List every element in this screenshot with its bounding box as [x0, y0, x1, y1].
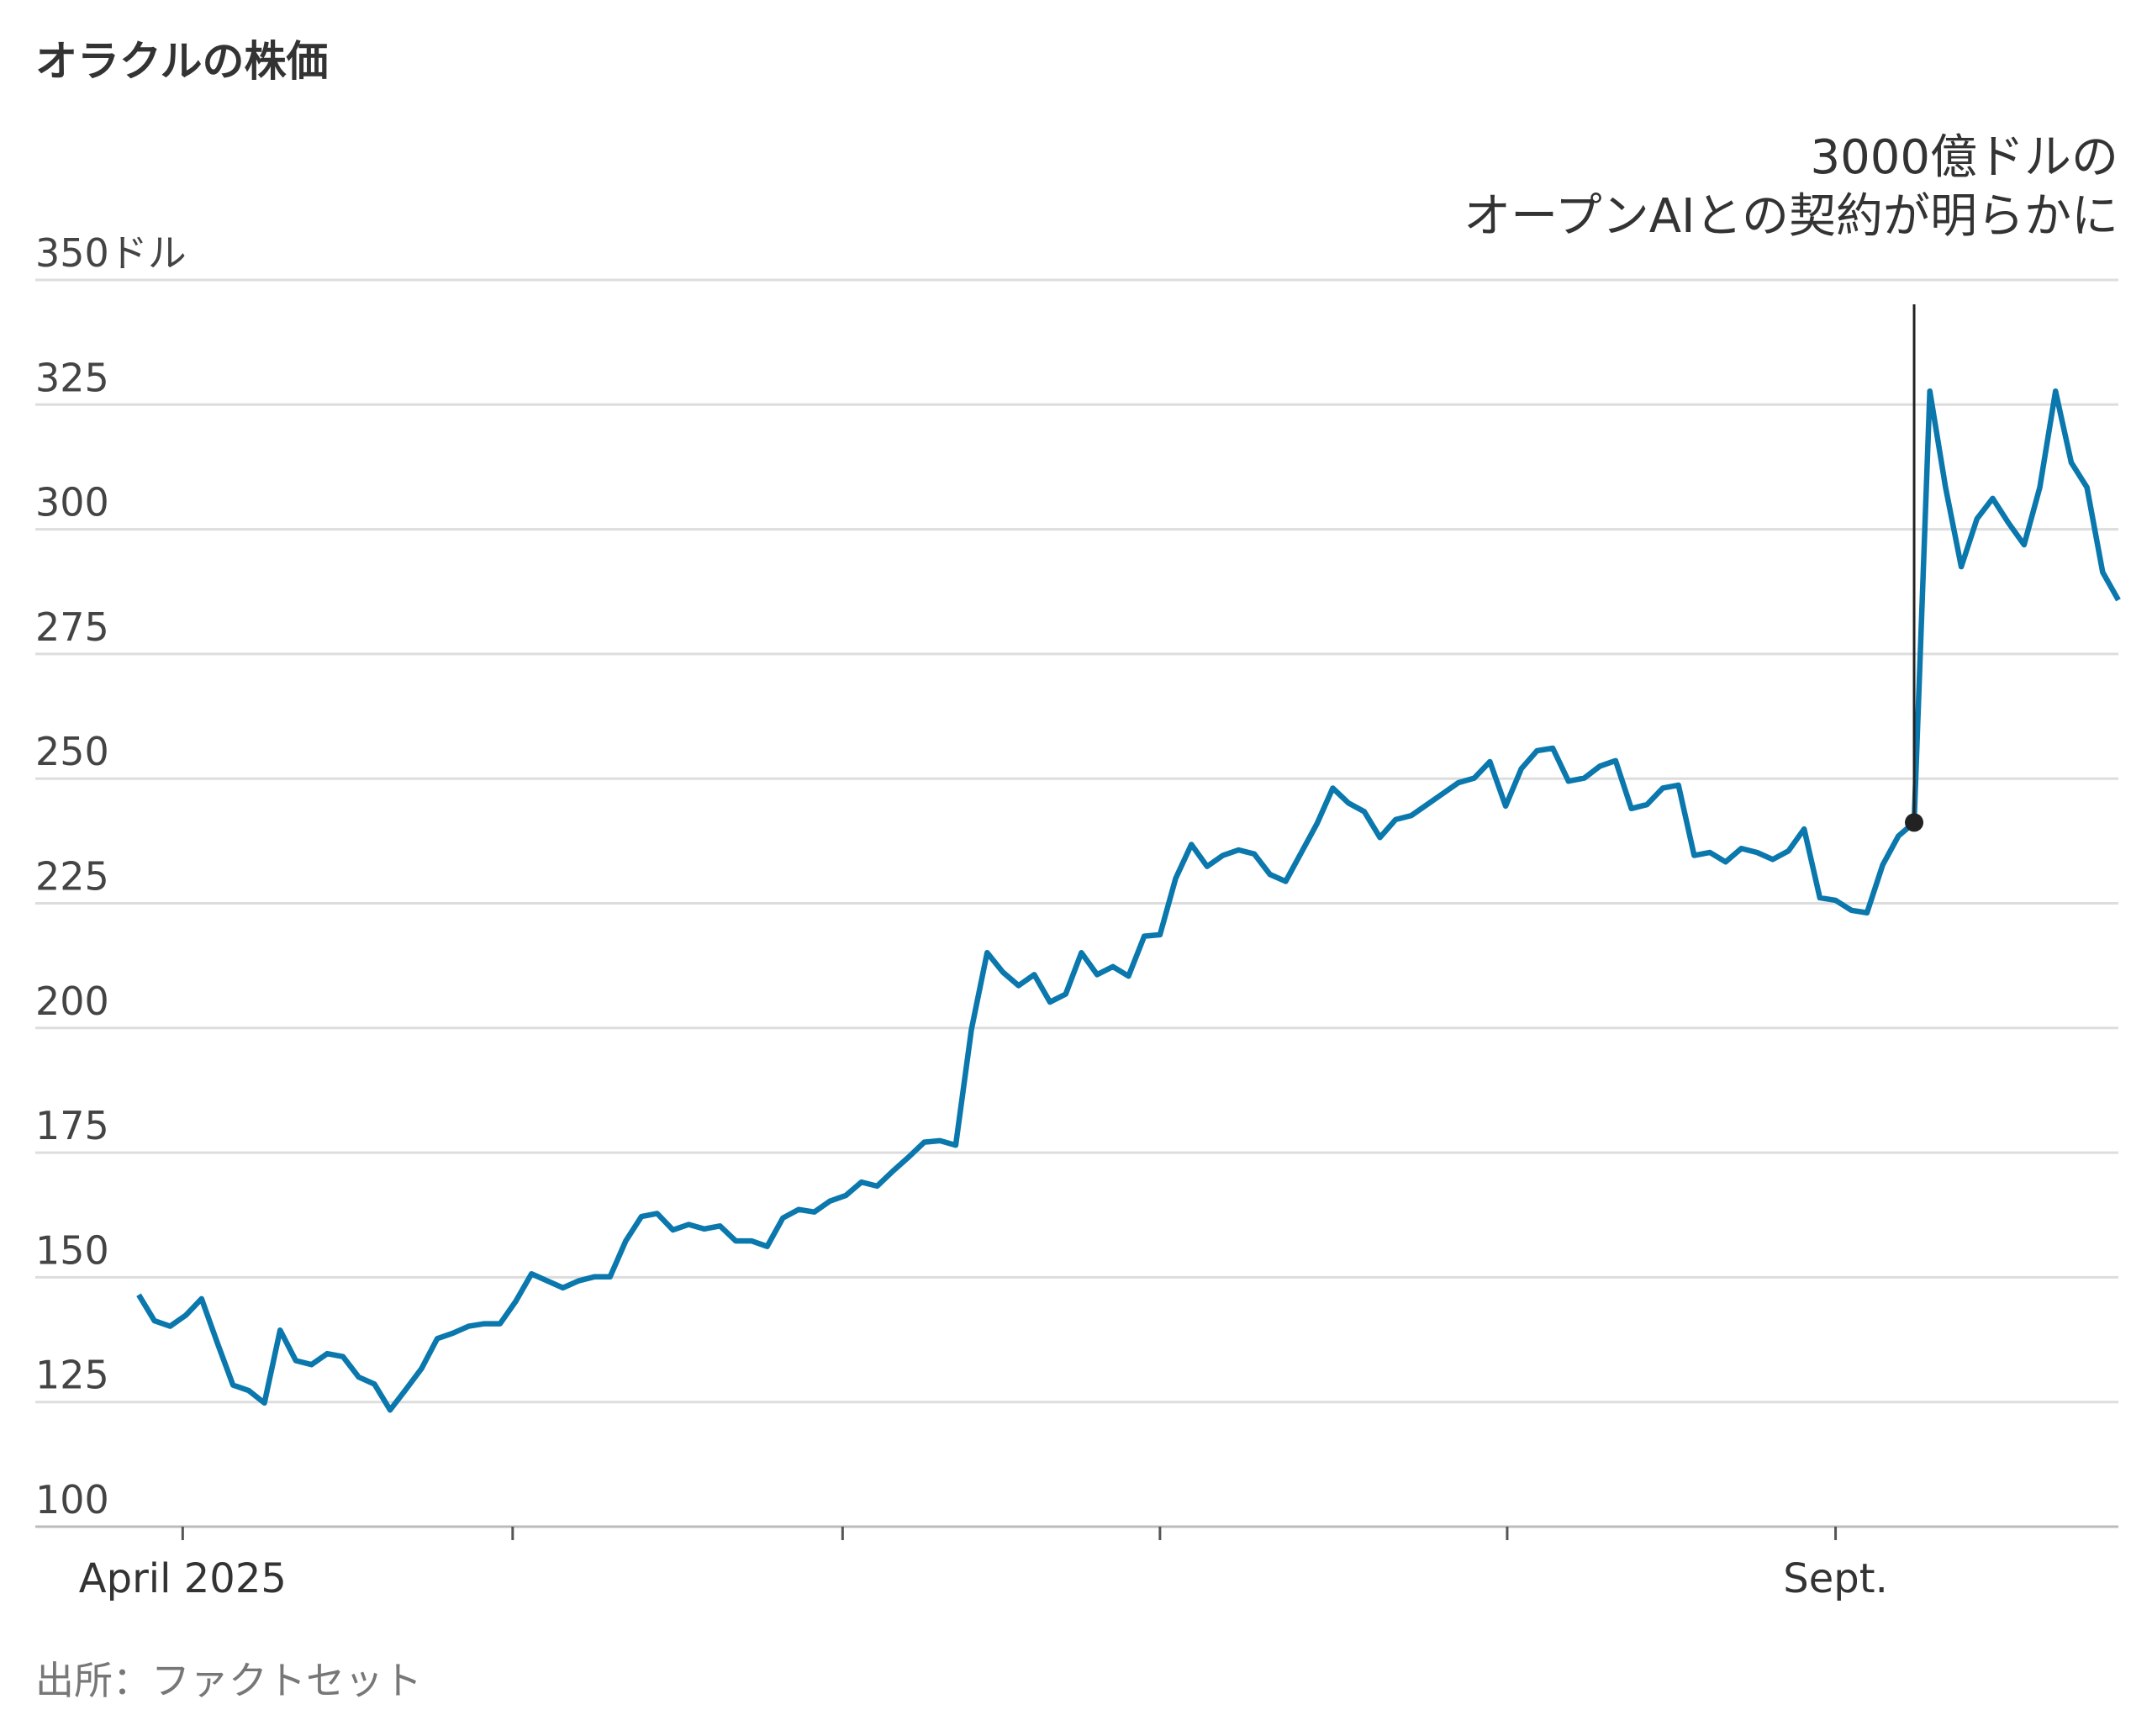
- y-tick-label: 225: [35, 854, 109, 900]
- x-tick-label: Sept.: [1783, 1555, 1888, 1602]
- y-tick-label: 125: [35, 1353, 109, 1398]
- y-tick-label: 300: [35, 480, 109, 525]
- y-tick-label: 325: [35, 355, 109, 400]
- y-tick-label: 250: [35, 729, 109, 774]
- annotation-text: 3000億ドルの: [1810, 130, 2118, 185]
- chart-title: オラクルの株価: [35, 37, 329, 86]
- x-tick-label: April 2025: [79, 1555, 287, 1602]
- source: 出所：ファクトセット: [35, 1658, 422, 1703]
- y-tick-label: 200: [35, 979, 109, 1024]
- y-tick-label: 175: [35, 1103, 109, 1148]
- y-tick-label: 350ドル: [35, 230, 187, 276]
- y-tick-label: 150: [35, 1227, 109, 1273]
- annotation-text: オープンAIとの契約が明らかに: [1464, 189, 2118, 244]
- annotation-point: [1905, 813, 1924, 832]
- y-tick-label: 275: [35, 604, 109, 650]
- price-line: [136, 388, 2121, 1413]
- y-tick-label: 100: [35, 1477, 109, 1522]
